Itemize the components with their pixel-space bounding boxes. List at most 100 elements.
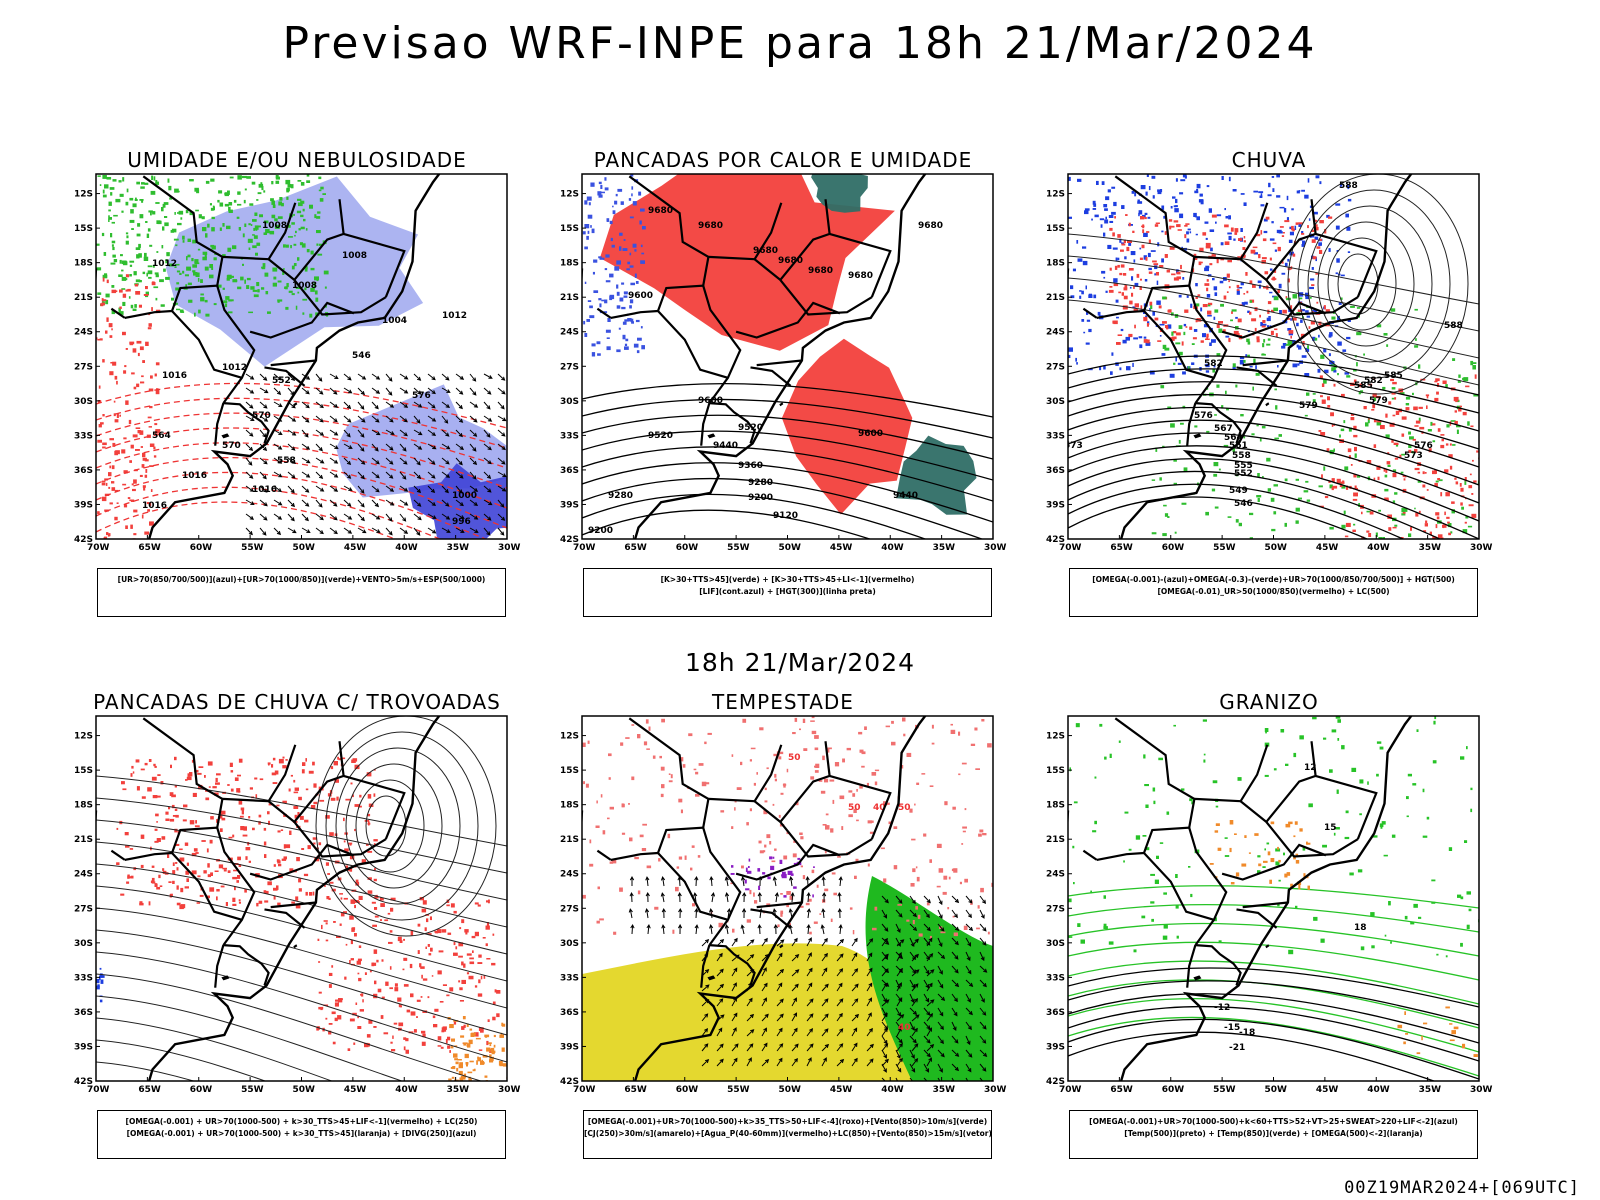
precip-pixel xyxy=(1274,249,1277,252)
precip-pixel xyxy=(373,839,378,842)
precip-pixel xyxy=(1293,857,1296,860)
precip-pixel xyxy=(1291,208,1294,211)
contour-line xyxy=(1068,1031,1436,1081)
wind-vector xyxy=(497,429,506,437)
precip-pixel xyxy=(754,900,758,904)
precip-pixel xyxy=(316,279,319,282)
precip-pixel xyxy=(627,318,632,322)
precip-pixel xyxy=(222,287,225,290)
precip-pixel xyxy=(1162,935,1168,940)
precip-pixel xyxy=(335,999,340,1002)
precip-pixel xyxy=(427,996,430,999)
wind-vector xyxy=(951,1077,955,1081)
precip-pixel xyxy=(1270,330,1274,335)
border-line xyxy=(142,717,224,828)
precip-pixel xyxy=(1103,232,1106,237)
precip-pixel xyxy=(437,1045,442,1047)
precip-pixel xyxy=(1255,365,1257,370)
wind-vector xyxy=(791,953,800,962)
precip-pixel xyxy=(856,789,858,792)
wind-vector xyxy=(822,891,827,903)
precip-pixel xyxy=(238,227,241,231)
precip-pixel xyxy=(480,975,483,980)
precip-pixel xyxy=(587,214,593,219)
wind-vector xyxy=(287,429,297,436)
precip-pixel xyxy=(1406,815,1409,818)
contour-label: -12 xyxy=(1214,1003,1230,1013)
precip-pixel xyxy=(295,896,299,901)
precip-pixel xyxy=(151,877,155,882)
precip-pixel xyxy=(1173,277,1179,281)
wind-vector xyxy=(701,1027,709,1037)
precip-pixel xyxy=(1408,431,1411,435)
precip-pixel xyxy=(160,279,162,282)
precip-pixel xyxy=(168,185,172,191)
precip-pixel xyxy=(105,299,109,305)
precip-pixel xyxy=(174,828,178,833)
wind-vector xyxy=(455,527,465,533)
precip-pixel xyxy=(1440,444,1445,449)
precip-pixel xyxy=(1245,354,1248,358)
precip-pixel xyxy=(630,282,635,286)
precip-pixel xyxy=(707,732,712,735)
precip-pixel xyxy=(489,1044,492,1047)
precip-pixel xyxy=(690,867,693,871)
precip-pixel xyxy=(1109,227,1113,231)
wind-vector xyxy=(645,876,650,887)
precip-pixel xyxy=(129,219,135,223)
precip-pixel xyxy=(218,864,224,869)
precip-pixel xyxy=(1179,213,1184,219)
precip-pixel xyxy=(1209,263,1213,266)
precip-pixel xyxy=(123,504,128,508)
precip-pixel xyxy=(1243,202,1247,206)
precip-pixel xyxy=(1128,333,1133,337)
wind-vector xyxy=(273,401,283,408)
precip-pixel xyxy=(184,274,189,277)
precip-pixel xyxy=(856,819,859,822)
precip-pixel xyxy=(295,305,298,310)
precip-pixel xyxy=(1382,537,1385,539)
precip-pixel xyxy=(1090,890,1092,894)
precip-pixel xyxy=(1112,320,1115,324)
precip-pixel xyxy=(1117,257,1120,261)
precip-pixel xyxy=(1287,258,1290,262)
wind-vector xyxy=(895,1021,903,1031)
precip-pixel xyxy=(1350,417,1355,421)
precip-pixel xyxy=(779,751,784,755)
precip-pixel xyxy=(248,311,253,314)
precip-pixel xyxy=(1227,516,1232,518)
precip-pixel xyxy=(306,249,310,253)
precip-pixel xyxy=(420,966,425,969)
precip-pixel xyxy=(1259,438,1262,442)
wind-vector xyxy=(836,1058,845,1067)
precip-pixel xyxy=(310,250,314,255)
precip-pixel xyxy=(149,406,153,409)
precip-pixel xyxy=(350,782,353,785)
lon-label: 65W xyxy=(624,1085,647,1095)
precip-pixel xyxy=(172,870,176,875)
streamline xyxy=(325,731,479,921)
wind-vector xyxy=(259,485,268,493)
precip-pixel xyxy=(1174,208,1179,213)
legend-line: [OMEGA(-0.001)+UR>70(1000-500)+k<60+TTS>… xyxy=(1089,1117,1458,1126)
precip-pixel xyxy=(1435,524,1438,529)
precip-pixel xyxy=(262,263,266,268)
precip-pixel xyxy=(210,178,215,182)
streamline xyxy=(96,907,507,1009)
lat-label: 18S xyxy=(560,259,579,269)
precip-pixel xyxy=(478,954,482,958)
precip-pixel xyxy=(1418,510,1421,514)
precip-pixel xyxy=(918,933,923,937)
precip-pixel xyxy=(1327,405,1331,408)
precip-pixel xyxy=(1434,397,1439,402)
precip-pixel xyxy=(1445,492,1450,497)
precip-pixel xyxy=(465,930,468,935)
precip-pixel xyxy=(1415,338,1417,341)
precip-pixel xyxy=(246,277,251,281)
precip-pixel xyxy=(604,268,608,271)
precip-pixel xyxy=(1169,373,1175,378)
precip-pixel xyxy=(1434,469,1437,474)
precip-pixel xyxy=(1158,757,1163,761)
